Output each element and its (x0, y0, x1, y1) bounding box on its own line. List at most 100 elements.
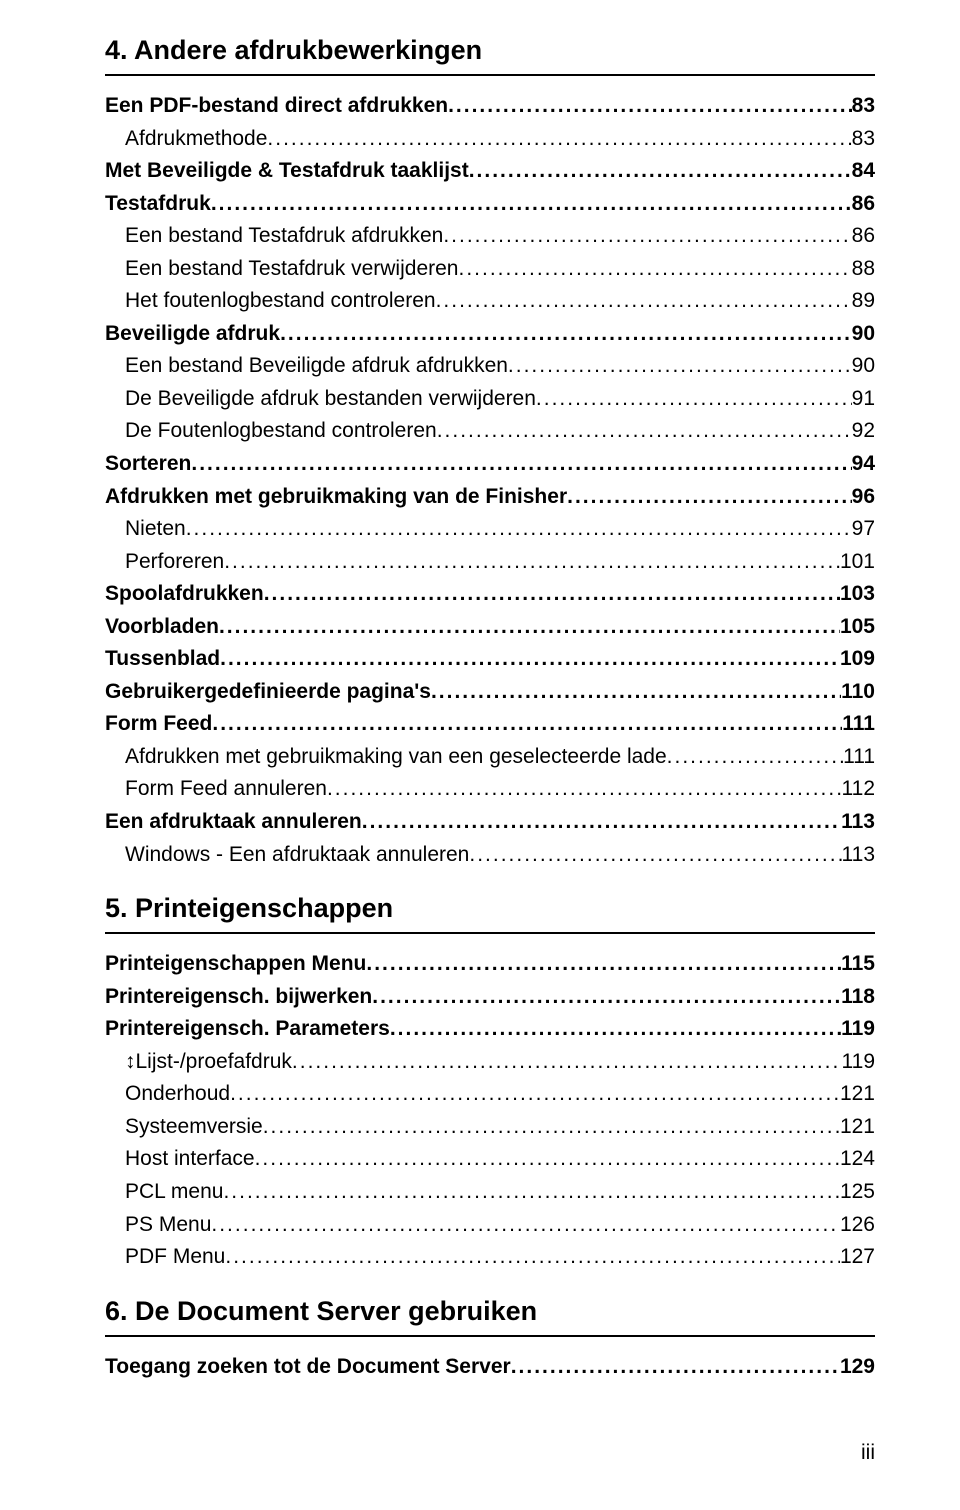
toc-entry-label: Form Feed (105, 708, 212, 741)
toc-leader-dots (436, 285, 852, 318)
toc-entry-label: Nieten (125, 513, 186, 546)
toc-entry: Systeemversie 121 (105, 1111, 875, 1144)
toc-entry: Gebruikergedefinieerde pagina's 110 (105, 676, 875, 709)
toc-entry-label: Met Beveiligde & Testafdruk taaklijst (105, 155, 469, 188)
toc-entry-page: 88 (852, 253, 875, 286)
toc-entry-page: 121 (840, 1111, 875, 1144)
toc-entry: Afdrukken met gebruikmaking van een gese… (105, 741, 875, 774)
toc-leader-dots (511, 1351, 840, 1384)
toc-entry-label: PDF Menu (125, 1241, 225, 1274)
toc-entry-label: Afdrukmethode (125, 123, 267, 156)
toc-entry-page: 125 (840, 1176, 875, 1209)
toc-entry-page: 83 (852, 90, 875, 123)
toc-entry-label: Toegang zoeken tot de Document Server (105, 1351, 511, 1384)
toc-leader-dots (458, 253, 851, 286)
toc-entry-page: 121 (840, 1078, 875, 1111)
toc-entry: PCL menu 125 (105, 1176, 875, 1209)
toc-entry: Form Feed111 (105, 708, 875, 741)
toc-entry: Nieten 97 (105, 513, 875, 546)
toc-leader-dots (667, 741, 843, 774)
toc-leader-dots (263, 1111, 840, 1144)
toc-leader-dots (230, 1078, 840, 1111)
section-rule (105, 1335, 875, 1337)
toc-leader-dots (220, 643, 840, 676)
toc-entry-page: 90 (852, 318, 875, 351)
toc-entry-label: Spoolafdrukken (105, 578, 264, 611)
toc-leader-dots (469, 839, 841, 872)
toc-leader-dots (223, 1176, 840, 1209)
toc-leader-dots (225, 1241, 840, 1274)
toc-entry-page: 89 (852, 285, 875, 318)
toc-leader-dots (366, 948, 841, 981)
toc-entry-page: 91 (852, 383, 875, 416)
toc-leader-dots (280, 318, 852, 351)
toc-entry: PS Menu 126 (105, 1209, 875, 1242)
toc-entry: Printeigenschappen Menu 115 (105, 948, 875, 981)
toc-entry: Een bestand Testafdruk afdrukken86 (105, 220, 875, 253)
toc-entry-label: Windows - Een afdruktaak annuleren (125, 839, 469, 872)
toc-entry-page: 86 (852, 220, 875, 253)
toc-entry-page: 94 (852, 448, 875, 481)
toc-leader-dots (219, 611, 840, 644)
toc-entry-page: 124 (840, 1143, 875, 1176)
toc-entry: Host interface124 (105, 1143, 875, 1176)
toc-entry-label: Gebruikergedefinieerde pagina's (105, 676, 431, 709)
toc-entry-label: Een bestand Testafdruk verwijderen (125, 253, 458, 286)
toc-entry-label: Perforeren (125, 546, 224, 579)
toc-leader-dots (211, 188, 852, 221)
toc-entry-page: 103 (840, 578, 875, 611)
toc-entry: De Beveiligde afdruk bestanden verwijder… (105, 383, 875, 416)
toc-entry: Beveiligde afdruk90 (105, 318, 875, 351)
toc-entry-page: 97 (852, 513, 875, 546)
toc-leader-dots (327, 773, 842, 806)
toc-entry: Het foutenlogbestand controleren89 (105, 285, 875, 318)
toc-entry-label: Een bestand Beveiligde afdruk afdrukken (125, 350, 508, 383)
toc-leader-dots (390, 1013, 841, 1046)
toc-entry: Onderhoud121 (105, 1078, 875, 1111)
toc-entry-page: 110 (841, 676, 875, 709)
toc-leader-dots (186, 513, 852, 546)
toc-entry: Printereigensch. bijwerken118 (105, 981, 875, 1014)
toc-entry: Voorbladen105 (105, 611, 875, 644)
toc-entry-page: 119 (842, 1046, 875, 1079)
toc-entry: Toegang zoeken tot de Document Server 129 (105, 1351, 875, 1384)
toc-entry: Testafdruk86 (105, 188, 875, 221)
toc-leader-dots (443, 220, 851, 253)
toc-entry-label: De Foutenlogbestand controleren (125, 415, 437, 448)
toc-entry: Een PDF-bestand direct afdrukken 83 (105, 90, 875, 123)
toc-entry-page: 119 (841, 1013, 875, 1046)
toc-entry-label: Afdrukken met gebruikmaking van de Finis… (105, 481, 567, 514)
toc-leader-dots (372, 981, 841, 1014)
toc-entry-label: Form Feed annuleren (125, 773, 327, 806)
toc-entry-label: Printereigensch. bijwerken (105, 981, 372, 1014)
toc-entry-label: ↕Lijst-/proefafdruk (125, 1046, 292, 1079)
toc-entry: Windows - Een afdruktaak annuleren 113 (105, 839, 875, 872)
toc-entry-label: PS Menu (125, 1209, 211, 1242)
page-number-footer: iii (861, 1441, 875, 1465)
toc-entry-label: Een PDF-bestand direct afdrukken (105, 90, 448, 123)
section-title: 6. De Document Server gebruiken (105, 1296, 875, 1327)
toc-leader-dots (267, 123, 851, 156)
toc-entry: Sorteren94 (105, 448, 875, 481)
toc-entry-label: Systeemversie (125, 1111, 263, 1144)
toc-leader-dots (437, 415, 852, 448)
toc-entry: Een afdruktaak annuleren113 (105, 806, 875, 839)
toc-entry-label: Testafdruk (105, 188, 211, 221)
toc-entry-page: 115 (841, 948, 875, 981)
toc-entry-page: 105 (840, 611, 875, 644)
toc-leader-dots (567, 481, 852, 514)
toc-entry: Afdrukmethode83 (105, 123, 875, 156)
toc-list: Een PDF-bestand direct afdrukken83Afdruk… (105, 90, 875, 871)
toc-entry-page: 111 (843, 741, 875, 774)
toc-entry-page: 112 (842, 773, 875, 806)
toc-entry-label: Printeigenschappen Menu (105, 948, 366, 981)
toc-entry-page: 129 (840, 1351, 875, 1384)
toc-entry-page: 92 (852, 415, 875, 448)
toc-entry-page: 113 (842, 839, 875, 872)
toc-entry-page: 127 (840, 1241, 875, 1274)
toc-entry-page: 113 (841, 806, 875, 839)
toc-entry-label: PCL menu (125, 1176, 223, 1209)
toc-leader-dots (191, 448, 851, 481)
toc-list: Printeigenschappen Menu115Printereigensc… (105, 948, 875, 1273)
toc-entry-page: 126 (840, 1209, 875, 1242)
